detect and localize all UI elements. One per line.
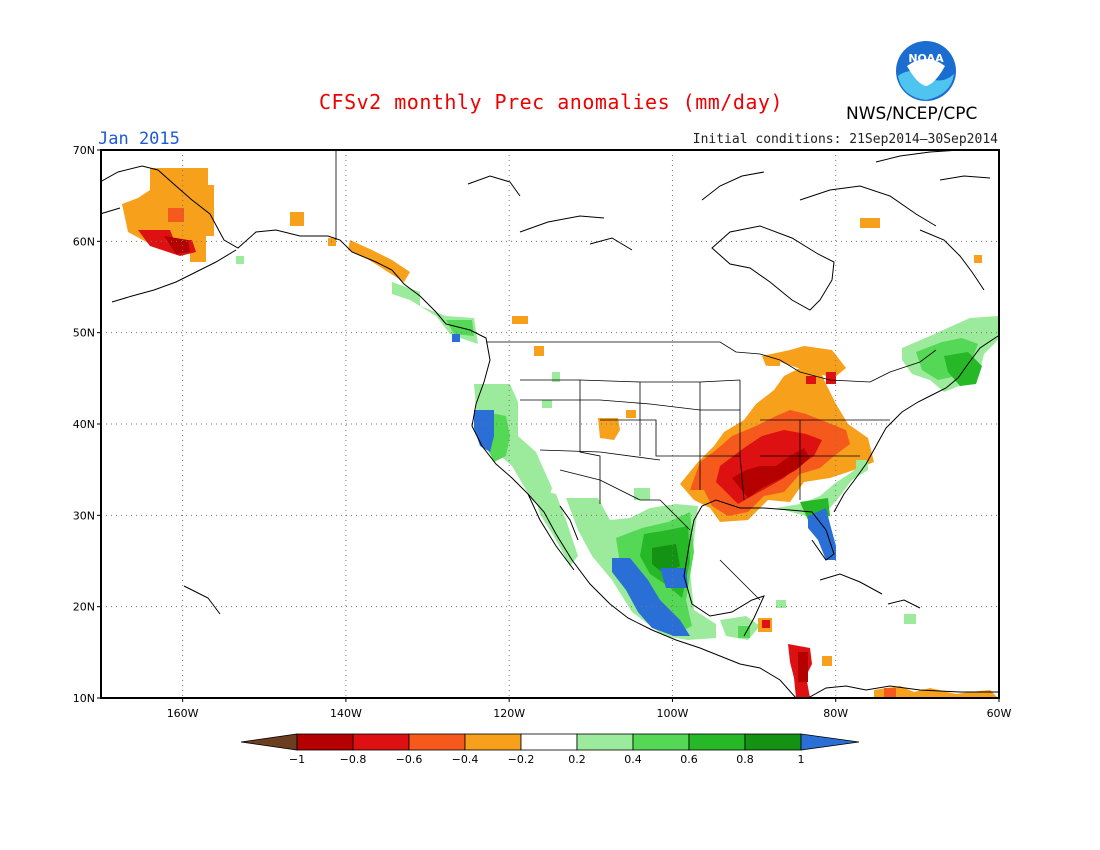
colorbar-label: 0.2 (568, 753, 586, 766)
anomaly-field (122, 168, 998, 698)
anomaly-speck (626, 410, 636, 418)
longitude-labels: 160W 140W 120W 100W 80W 60W (167, 698, 1012, 720)
colorbar-bin (744, 733, 802, 751)
chart-title: CFSv2 monthly Prec anomalies (mm/day) (318, 90, 784, 114)
anomaly-gulf-coast-darkred (732, 448, 810, 498)
colorbar-bin (296, 733, 354, 751)
colorbar-bin (352, 733, 410, 751)
anomaly-speck (534, 346, 544, 356)
colorbar-labels: −1 −0.8 −0.6 −0.4 −0.2 0.2 0.4 0.6 0.8 1 (289, 753, 805, 766)
colorbar-label: −0.2 (508, 753, 535, 766)
noaa-logo: NOAA (896, 41, 956, 101)
anomaly-atlantic-canada-strong (944, 352, 982, 386)
logo-text: NOAA (908, 52, 944, 65)
lat-tick-label: 20N (73, 601, 95, 614)
anomaly-speck (552, 372, 560, 382)
lon-tick-label: 160W (167, 707, 199, 720)
colorbar-bin (464, 733, 522, 751)
anomaly-southeast-green (776, 464, 868, 516)
anomaly-speck (452, 334, 460, 342)
anomaly-speck (236, 256, 244, 264)
anomaly-speck (806, 376, 816, 384)
lat-tick-label: 10N (73, 692, 95, 705)
latitude-labels: 10N 20N 30N 40N 50N 60N 70N (73, 144, 101, 705)
lon-tick-label: 140W (330, 707, 362, 720)
anomaly-speck (776, 600, 786, 608)
colorbar-bin (688, 733, 746, 751)
anomaly-baja (532, 488, 578, 566)
forecast-period: Jan 2015 (98, 129, 180, 149)
anomaly-speck (512, 316, 528, 324)
colorbar-label: −0.4 (452, 753, 479, 766)
colorbar-label: 0.4 (624, 753, 642, 766)
anomaly-speck (884, 688, 896, 698)
lat-tick-label: 40N (73, 418, 95, 431)
anomaly-speck (634, 488, 650, 500)
colorbar (240, 733, 860, 751)
initial-conditions: Initial conditions: 21Sep2014–30Sep2014 (692, 132, 998, 147)
anomaly-colorado (598, 418, 620, 440)
colorbar-label: −1 (289, 753, 305, 766)
graticule (101, 150, 999, 698)
coastlines (101, 150, 999, 698)
anomaly-norcal-blue (474, 410, 494, 452)
anomaly-speck (542, 400, 552, 408)
anomaly-speck (762, 620, 770, 628)
boundaries (335, 150, 937, 601)
lon-tick-label: 120W (493, 707, 525, 720)
anomaly-speck (856, 460, 868, 470)
agency-label: NWS/NCEP/CPC (846, 104, 978, 124)
anomaly-labrador (860, 218, 880, 228)
anomaly-alaska-peninsula-strong (164, 236, 190, 254)
anomaly-great-lakes-orange (762, 346, 846, 378)
lat-tick-label: 60N (73, 235, 95, 248)
anomaly-speck (328, 238, 336, 246)
colorbar-bin (408, 733, 466, 751)
anomaly-mexico-strongest (652, 544, 680, 574)
colorbar-bin (632, 733, 690, 751)
lon-tick-label: 80W (823, 707, 848, 720)
colorbar-label: 0.8 (736, 753, 754, 766)
colorbar-label: 1 (798, 753, 805, 766)
anomaly-florida-blue (808, 508, 836, 560)
lon-tick-label: 100W (657, 707, 689, 720)
anomaly-speck (904, 614, 916, 624)
anomaly-alaska-gulf (290, 212, 304, 226)
anomaly-speck (822, 656, 832, 666)
lat-tick-label: 30N (73, 509, 95, 522)
lat-tick-label: 50N (73, 327, 95, 340)
anomaly-speck (826, 372, 836, 384)
anomaly-speck (738, 626, 750, 638)
colorbar-arrow-right (800, 733, 860, 751)
anomaly-venezuela (874, 686, 998, 698)
colorbar-label: −0.6 (396, 753, 423, 766)
lon-tick-label: 60W (987, 707, 1012, 720)
anomaly-speck (974, 255, 982, 263)
anomaly-mexico-pacific-blue (612, 558, 690, 636)
anomaly-mexico-blue-2 (660, 568, 688, 588)
anomaly-alaska-inner (168, 208, 184, 222)
anomaly-southeast-alaska (348, 240, 410, 282)
anomaly-honduras-darkred (798, 652, 808, 682)
lat-tick-label: 70N (73, 144, 95, 157)
anomaly-speck (768, 356, 780, 366)
colorbar-label: 0.6 (680, 753, 698, 766)
map-frame (100, 149, 1000, 699)
colorbar-bin (576, 733, 634, 751)
colorbar-bin (520, 733, 578, 751)
colorbar-label: −0.8 (340, 753, 367, 766)
colorbar-arrow-left (240, 733, 298, 751)
